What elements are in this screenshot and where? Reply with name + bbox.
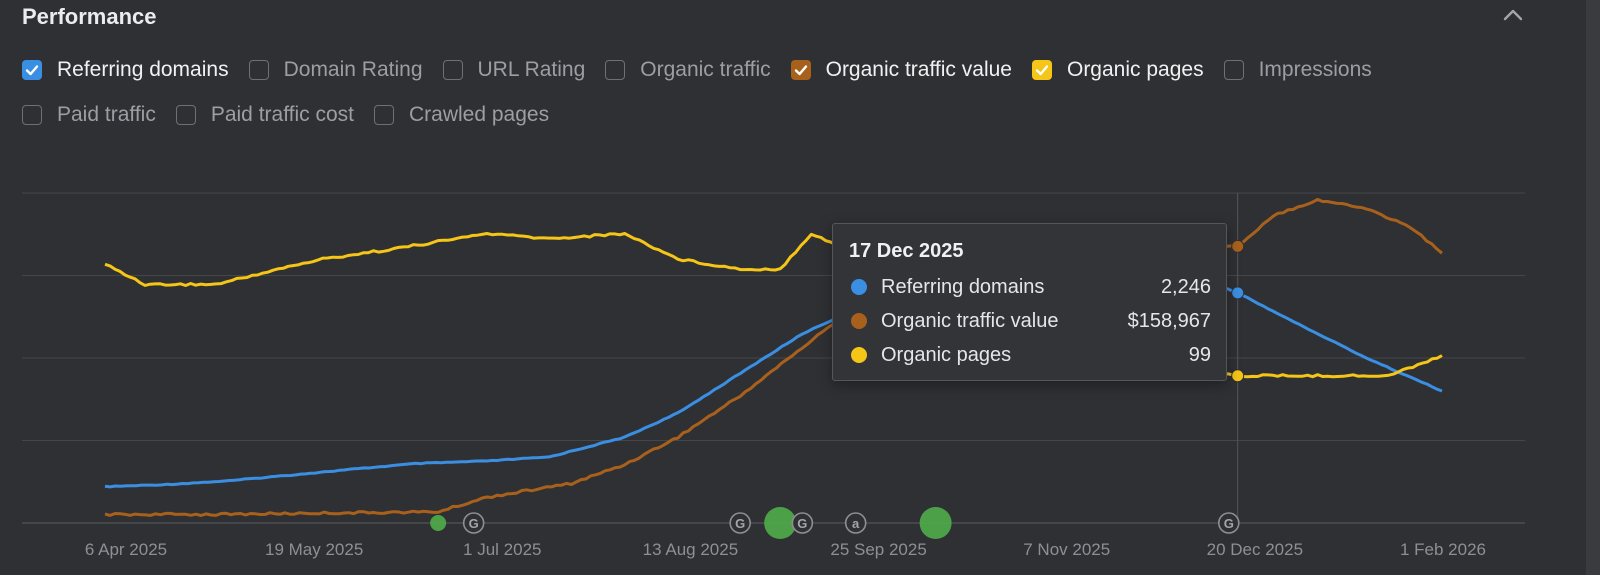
metric-row-2: Paid traffic Paid traffic cost Crawled pag… <box>22 97 1522 133</box>
hover-point <box>1231 286 1245 300</box>
x-tick-label: 1 Jul 2025 <box>463 540 541 559</box>
event-marker[interactable] <box>764 507 797 539</box>
google-g-icon: G <box>735 516 745 531</box>
series-color-dot <box>851 347 867 363</box>
metric-organic-pages[interactable]: Organic pages <box>1031 58 1204 82</box>
checkbox[interactable] <box>1223 60 1244 80</box>
section-title: Performance <box>22 4 157 29</box>
series-line-organic-pages <box>104 232 1443 379</box>
event-marker[interactable] <box>430 515 447 531</box>
metric-label: Crawled pages <box>409 103 550 126</box>
hover-point <box>1231 369 1245 383</box>
checkbox[interactable] <box>605 60 626 80</box>
tooltip-row-organic-traffic-value: Organic traffic value $158,967 <box>851 309 1211 333</box>
google-g-icon: G <box>797 516 807 531</box>
metric-organic-traffic[interactable]: Organic traffic <box>605 58 771 82</box>
checkbox[interactable] <box>22 105 42 125</box>
tooltip-value: $158,967 <box>1127 309 1211 332</box>
right-edge-strip <box>1586 0 1600 575</box>
checkbox[interactable] <box>248 60 269 80</box>
metric-label: Impressions <box>1258 58 1372 81</box>
chevron-up-icon <box>1503 9 1523 21</box>
metric-label: Organic traffic value <box>825 58 1012 81</box>
metric-label: URL Rating <box>477 58 586 81</box>
metric-toggles: Referring domains Domain Rating URL Rating… <box>22 52 1522 142</box>
series-color-dot <box>851 279 867 295</box>
metric-label: Referring domains <box>57 58 229 81</box>
tooltip-row-organic-pages: Organic pages 99 <box>851 343 1211 367</box>
checkbox[interactable] <box>374 105 395 125</box>
at-sign-icon: a <box>852 516 860 531</box>
google-update-marker[interactable] <box>729 512 751 534</box>
metric-label: Paid traffic <box>57 103 156 126</box>
checkmark-icon <box>1035 65 1049 76</box>
x-tick-label: 6 Apr 2025 <box>85 540 167 559</box>
x-tick-label: 19 May 2025 <box>265 540 363 559</box>
checkbox[interactable] <box>1031 60 1052 80</box>
x-tick-label: 25 Sep 2025 <box>830 540 926 559</box>
tooltip-label: Organic pages <box>881 343 1012 366</box>
x-tick-label: 13 Aug 2025 <box>643 540 738 559</box>
annotation-marker[interactable] <box>844 512 867 534</box>
metric-paid-traffic[interactable]: Paid traffic <box>22 103 156 127</box>
chart-tooltip: 17 Dec 2025 Referring domains 2,246 Orga… <box>832 223 1227 381</box>
metric-label: Domain Rating <box>283 58 423 81</box>
metric-referring-domains[interactable]: Referring domains <box>22 58 229 82</box>
google-update-marker[interactable] <box>462 512 485 534</box>
metric-label: Organic pages <box>1066 58 1204 81</box>
checkbox[interactable] <box>790 60 811 80</box>
tooltip-value: 2,246 <box>1160 275 1211 298</box>
metric-domain-rating[interactable]: Domain Rating <box>248 58 423 82</box>
metric-row-1: Referring domains Domain Rating URL Rating… <box>22 52 1522 88</box>
metric-impressions[interactable]: Impressions <box>1223 58 1372 82</box>
collapse-button[interactable] <box>1500 2 1526 28</box>
checkmark-icon <box>794 65 807 76</box>
google-update-marker[interactable] <box>1217 512 1240 534</box>
metric-label: Paid traffic cost <box>210 103 355 126</box>
checkbox[interactable] <box>442 60 463 80</box>
google-update-marker[interactable] <box>791 512 814 534</box>
tooltip-value: 99 <box>1188 343 1211 366</box>
metric-label: Organic traffic <box>640 58 771 81</box>
tooltip-date: 17 Dec 2025 <box>849 240 964 262</box>
checkmark-icon <box>25 65 39 76</box>
x-tick-label: 7 Nov 2025 <box>1023 540 1110 559</box>
event-marker[interactable] <box>919 507 952 539</box>
metric-organic-traffic-value[interactable]: Organic traffic value <box>790 58 1012 82</box>
google-g-icon: G <box>1224 516 1234 531</box>
metric-paid-traffic-cost[interactable]: Paid traffic cost <box>175 103 355 127</box>
hover-point <box>1231 239 1245 253</box>
x-tick-label: 1 Feb 2026 <box>1400 540 1486 559</box>
series-color-dot <box>851 313 867 329</box>
checkbox[interactable] <box>22 60 42 80</box>
metric-crawled-pages[interactable]: Crawled pages <box>374 103 549 127</box>
tooltip-row-referring-domains: Referring domains 2,246 <box>851 275 1211 299</box>
google-g-icon: G <box>469 516 479 531</box>
metric-url-rating[interactable]: URL Rating <box>442 58 586 82</box>
tooltip-label: Referring domains <box>881 275 1045 298</box>
checkbox[interactable] <box>175 105 196 125</box>
x-tick-label: 20 Dec 2025 <box>1207 540 1303 559</box>
tooltip-label: Organic traffic value <box>881 309 1059 332</box>
